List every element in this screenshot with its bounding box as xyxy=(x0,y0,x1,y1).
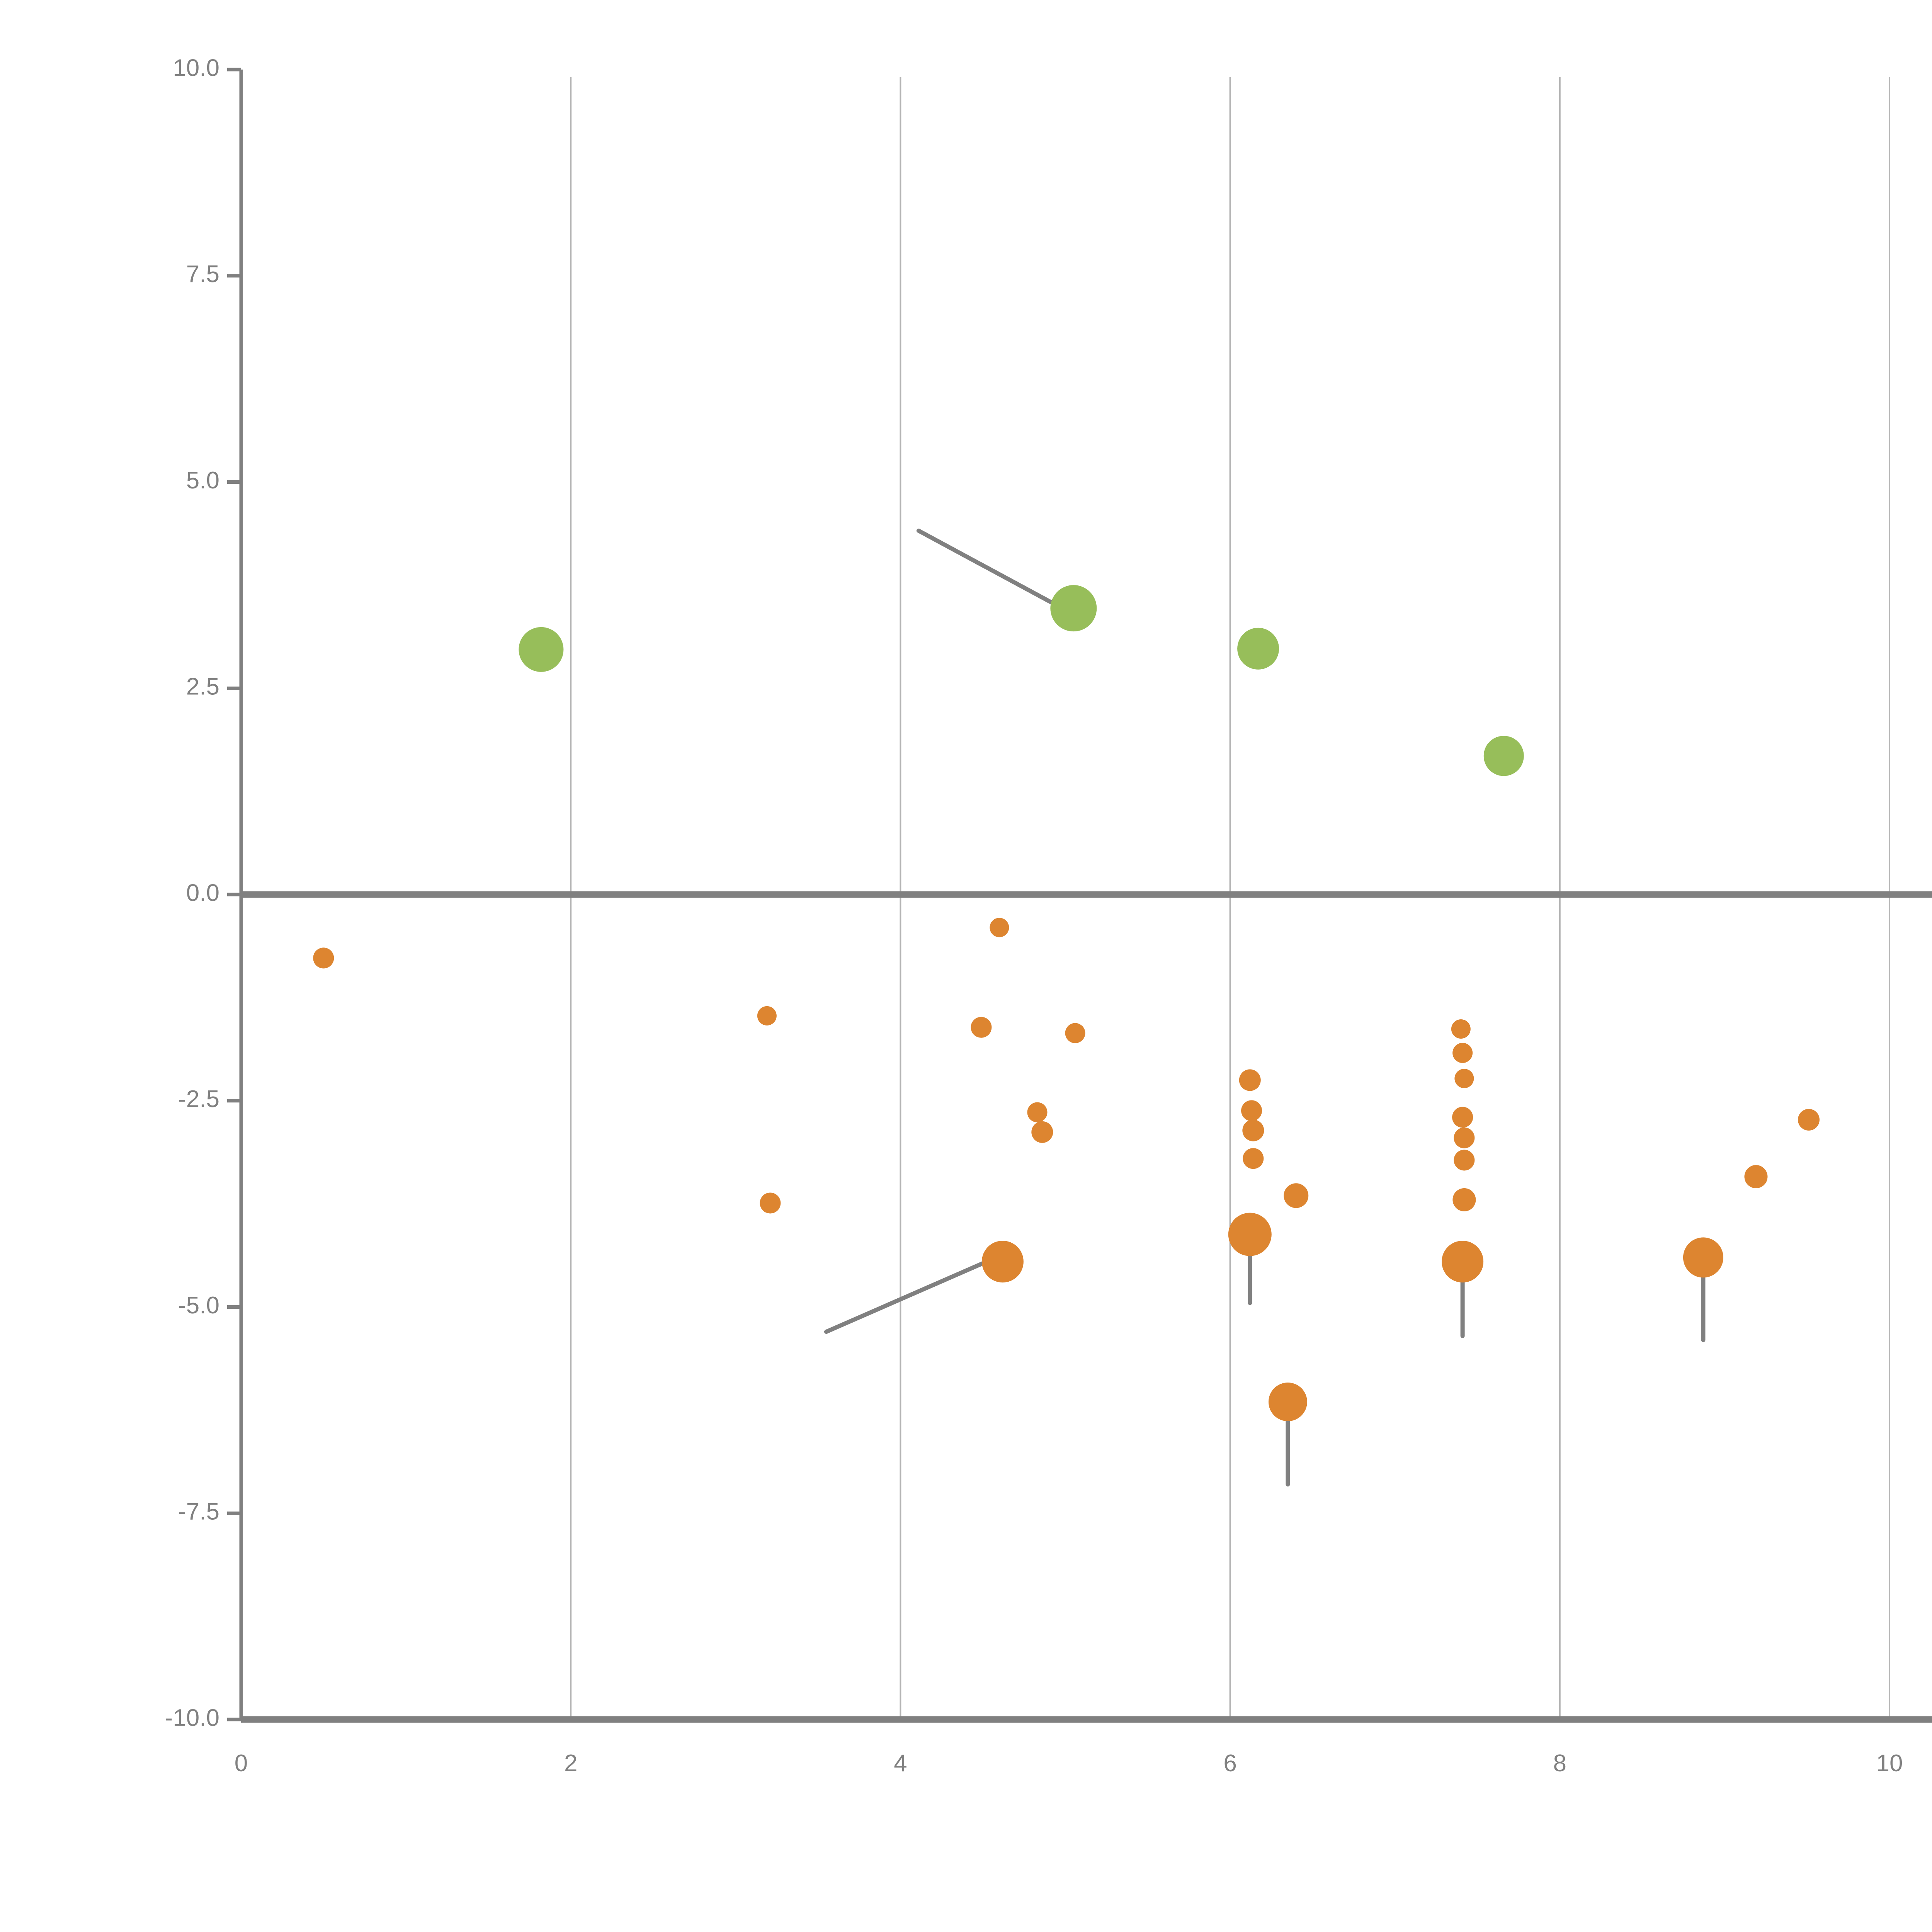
tick-labels: 10.0 7.5 5.0 2.5 0.0 -2.5 -5.0 -7.5 -10.0 0 2 4 6 8 10 xyxy=(165,54,1903,1777)
gridlines xyxy=(570,77,1890,1719)
data-point[interactable] xyxy=(1454,1127,1475,1148)
annotation-line-1 xyxy=(824,1255,998,1334)
annotation-line-0 xyxy=(916,528,1068,612)
x-tick-label: 8 xyxy=(1553,1750,1566,1777)
data-point[interactable] xyxy=(519,627,564,672)
data-point[interactable] xyxy=(1454,1150,1475,1171)
x-tick-label: 6 xyxy=(1223,1750,1236,1777)
data-point[interactable] xyxy=(1237,628,1279,670)
data-point[interactable] xyxy=(1451,1019,1471,1039)
series-positive xyxy=(519,585,1524,776)
data-point[interactable] xyxy=(1452,1107,1473,1128)
data-point[interactable] xyxy=(1452,1188,1476,1211)
y-tick-label: -10.0 xyxy=(165,1704,219,1731)
data-point[interactable] xyxy=(1452,1043,1473,1063)
data-point[interactable] xyxy=(1027,1102,1048,1122)
x-tick-label: 0 xyxy=(235,1750,248,1777)
data-point[interactable] xyxy=(1442,1241,1484,1283)
x-tick-label: 10 xyxy=(1876,1750,1903,1777)
data-point[interactable] xyxy=(1228,1213,1272,1256)
data-point[interactable] xyxy=(971,1017,992,1038)
y-tick-label: 5.0 xyxy=(186,467,219,494)
data-point[interactable] xyxy=(981,1241,1024,1283)
y-tick-label: -5.0 xyxy=(178,1292,219,1319)
data-point[interactable] xyxy=(1268,1383,1307,1422)
data-point[interactable] xyxy=(1243,1148,1264,1169)
y-tick-label: 0.0 xyxy=(186,879,219,906)
data-point[interactable] xyxy=(1031,1121,1053,1143)
annotation-leader-lines xyxy=(824,528,1068,1334)
data-point[interactable] xyxy=(1744,1165,1768,1189)
x-tick-label: 2 xyxy=(564,1750,577,1777)
y-tick-label: -7.5 xyxy=(178,1498,219,1525)
y-tick-label: -2.5 xyxy=(178,1086,219,1112)
data-point[interactable] xyxy=(1483,736,1524,776)
data-point[interactable] xyxy=(757,1006,777,1026)
axis-ticks xyxy=(227,68,241,1721)
data-point[interactable] xyxy=(1454,1069,1474,1088)
data-point[interactable] xyxy=(760,1192,781,1214)
data-point[interactable] xyxy=(313,947,334,969)
data-point[interactable] xyxy=(1241,1100,1262,1121)
y-tick-label: 2.5 xyxy=(186,673,219,700)
data-point[interactable] xyxy=(1242,1119,1264,1141)
data-point[interactable] xyxy=(1798,1109,1820,1131)
data-point[interactable] xyxy=(990,918,1009,937)
y-tick-label: 10.0 xyxy=(173,54,219,81)
data-point[interactable] xyxy=(1239,1069,1261,1091)
data-point[interactable] xyxy=(1065,1023,1085,1043)
y-tick-label: 7.5 xyxy=(186,261,219,287)
data-point[interactable] xyxy=(1284,1183,1309,1208)
data-point[interactable] xyxy=(1050,585,1097,632)
data-point[interactable] xyxy=(1683,1237,1723,1278)
series-negative xyxy=(313,918,1820,1422)
x-tick-label: 4 xyxy=(894,1750,907,1777)
data-points xyxy=(313,585,1820,1422)
